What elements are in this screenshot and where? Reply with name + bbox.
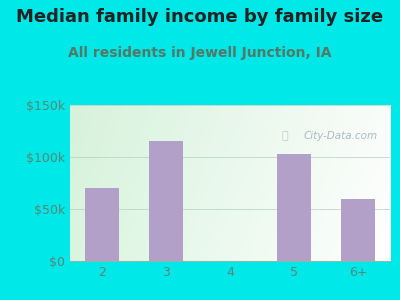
Bar bbox=[277, 154, 311, 261]
Text: Median family income by family size: Median family income by family size bbox=[16, 8, 384, 26]
Text: City-Data.com: City-Data.com bbox=[304, 131, 378, 141]
Bar bbox=[85, 188, 119, 261]
Text: 🔍: 🔍 bbox=[281, 131, 288, 141]
Bar bbox=[149, 141, 183, 261]
Bar bbox=[341, 199, 375, 261]
Text: All residents in Jewell Junction, IA: All residents in Jewell Junction, IA bbox=[68, 46, 332, 61]
